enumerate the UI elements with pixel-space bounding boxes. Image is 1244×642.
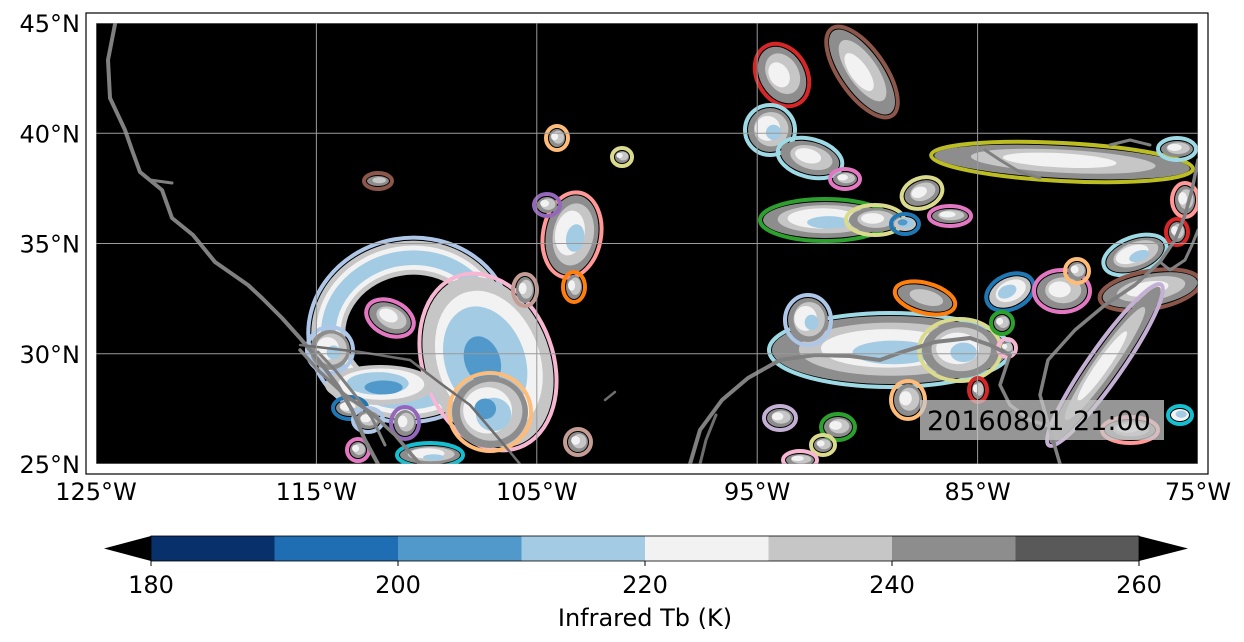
- colorbar-tick-label: 180: [128, 571, 174, 599]
- cloud-system: [532, 192, 562, 218]
- coastline: [698, 413, 718, 464]
- colorbar: 180 200 220 240 260 Infrared Tb (K): [104, 535, 1188, 632]
- coastline: [106, 23, 380, 464]
- cloud-system: [389, 405, 421, 441]
- cloud-system: [563, 427, 593, 457]
- cloud-system: [984, 271, 1036, 313]
- y-tick-label: 35°N: [20, 231, 81, 259]
- cloud-system: [743, 103, 797, 157]
- colorbar-bin: [151, 536, 275, 561]
- coastline: [983, 148, 1042, 180]
- y-tick-label: 25°N: [20, 451, 81, 479]
- cloud-system: [544, 124, 570, 152]
- y-tick-label: 40°N: [20, 120, 81, 148]
- coastline: [298, 343, 522, 464]
- cloud-system: [927, 204, 973, 228]
- gridlines: [96, 23, 1198, 464]
- cloud-system: [819, 412, 857, 442]
- colorbar-extend-high: [1139, 536, 1188, 561]
- coastline: [1158, 228, 1198, 272]
- timestamp-label: 20160801 21:00: [927, 406, 1151, 437]
- cloud-system: [844, 203, 906, 237]
- cloud-system: [325, 365, 435, 405]
- coastline: [316, 350, 387, 447]
- cloud-system: [362, 171, 394, 191]
- cloud-system: [610, 146, 634, 168]
- cloud-system: [917, 317, 1003, 383]
- coastline: [688, 336, 1012, 464]
- cloud-system: [889, 212, 921, 236]
- x-tick-label: 125°W: [55, 478, 137, 506]
- x-tick-label: 75°W: [1165, 478, 1231, 506]
- colorbar-tick-label: 240: [869, 571, 915, 599]
- cloud-system: [809, 433, 837, 457]
- colorbar-extend-low: [104, 536, 151, 561]
- x-tick-label: 105°W: [496, 478, 578, 506]
- coastline: [298, 348, 422, 464]
- cloud-system: [824, 24, 900, 120]
- cloud-system: [511, 272, 539, 308]
- cloud-system: [561, 270, 587, 304]
- colorbar-bin: [274, 536, 398, 561]
- cloud-system: [1156, 136, 1198, 162]
- colorbar-bin: [398, 536, 522, 561]
- cloud-system: [1063, 257, 1091, 285]
- cloud-system: [783, 293, 833, 347]
- cloud-system: [775, 135, 845, 181]
- colorbar-bin: [645, 536, 769, 561]
- coastline: [603, 390, 617, 402]
- colorbar-bin: [1015, 536, 1139, 561]
- colorbar-tick-label: 200: [375, 571, 421, 599]
- cloud-layer: [305, 24, 1198, 464]
- cloud-system: [892, 279, 958, 317]
- colorbar-tick-label: 260: [1116, 571, 1162, 599]
- timestamp-box: 20160801 21:00: [920, 400, 1164, 440]
- cloud-system: [781, 449, 819, 464]
- cloud-system: [989, 310, 1015, 336]
- y-tick-labels: 45°N 40°N 35°N 30°N 25°N: [20, 10, 81, 479]
- coastline: [148, 178, 174, 185]
- cloud-system: [828, 167, 862, 191]
- y-tick-label: 45°N: [20, 10, 81, 38]
- cloud-system: [1101, 232, 1169, 278]
- x-tick-label: 85°W: [944, 478, 1010, 506]
- colorbar-bin: [892, 536, 1016, 561]
- coastline: [1108, 138, 1152, 147]
- colorbar-label: Infrared Tb (K): [558, 604, 732, 632]
- colorbar-bin: [521, 536, 645, 561]
- cloud-system: [899, 175, 945, 211]
- y-tick-label: 30°N: [20, 341, 81, 369]
- x-tick-labels: 125°W 115°W 105°W 95°W 85°W 75°W: [55, 478, 1231, 506]
- cloud-system: [762, 404, 798, 432]
- cloud-system: [364, 297, 416, 339]
- cloud-system: [447, 371, 533, 453]
- cloud-system: [395, 441, 465, 464]
- colorbar-bin: [768, 536, 892, 561]
- x-tick-label: 115°W: [276, 478, 358, 506]
- cloud-system: [1166, 404, 1194, 426]
- cloud-system: [929, 139, 1195, 185]
- colorbar-tick-label: 220: [622, 571, 668, 599]
- x-tick-label: 95°W: [724, 478, 790, 506]
- cloud-system: [752, 41, 812, 109]
- cloud-system: [889, 379, 927, 421]
